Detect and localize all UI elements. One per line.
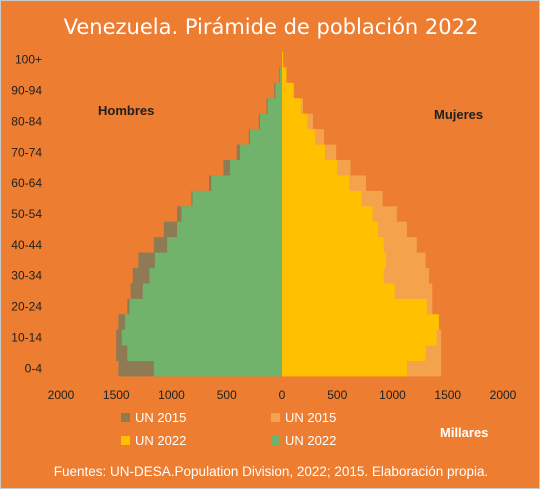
- x-tick-label-8: 2000: [490, 388, 517, 402]
- bar-women-un-2022-5-9: [282, 345, 426, 361]
- men-label: Hombres: [98, 103, 155, 118]
- bar-women-un-2022-70-74: [282, 144, 326, 161]
- x-tick-label-1: 1500: [103, 388, 130, 402]
- bar-women-un-2022-45-49: [282, 221, 379, 238]
- x-tick-label-3: 500: [217, 388, 237, 402]
- chart-title: Venezuela. Pirámide de población 2022: [63, 15, 479, 39]
- legend-item-men-2022: UN 2022: [271, 432, 336, 448]
- bar-men-un-2022-75-79: [249, 129, 282, 145]
- bar-men-un-2022-5-9: [127, 345, 282, 361]
- y-tick-label-50-54: 50-54: [11, 207, 42, 221]
- bar-women-un-2022-65-69: [282, 160, 338, 176]
- bar-men-un-2022-20-24: [129, 298, 282, 315]
- bar-men-un-2022-15-19: [125, 314, 282, 331]
- women-label: Mujeres: [434, 107, 484, 122]
- bar-men-un-2022-40-44: [167, 237, 282, 253]
- bar-women-un-2022-55-59: [282, 190, 362, 207]
- bar-men-un-2022-85-89: [267, 98, 282, 115]
- bar-men-un-2022-70-74: [240, 144, 282, 161]
- bar-men-un-2022-65-69: [230, 160, 282, 176]
- legend-swatch-men-2015: [121, 412, 130, 422]
- legend-swatch-women-2022: [121, 435, 130, 445]
- unit-label: Millares: [440, 425, 489, 440]
- bar-men-un-2022-80-84: [259, 113, 282, 130]
- x-tick-label-7: 1500: [434, 388, 461, 402]
- source-note: Fuentes: UN-DESA.Population Division, 20…: [53, 464, 489, 479]
- y-tick-label-20-24: 20-24: [11, 300, 42, 314]
- bar-women-un-2022-25-29: [282, 283, 395, 300]
- bar-women-un-2022-75-79: [282, 129, 316, 145]
- bar-women-un-2022-50-54: [282, 206, 373, 223]
- y-tick-label-100+: 100+: [15, 53, 42, 67]
- bar-women-un-2022-30-34: [282, 268, 384, 284]
- bar-women-un-2022-20-24: [282, 298, 427, 315]
- bar-men-un-2022-10-14: [121, 329, 282, 346]
- bar-men-un-2022-50-54: [181, 206, 282, 223]
- y-tick-label-90-94: 90-94: [11, 84, 42, 98]
- legend-swatch-women-2015: [271, 412, 280, 422]
- bar-men-un-2022-55-59: [192, 190, 282, 207]
- bar-women-un-2022-60-64: [282, 175, 350, 192]
- bar-men-un-2022-95-99: [279, 67, 282, 84]
- y-tick-label-70-74: 70-74: [11, 145, 42, 159]
- bar-women-un-2022-35-39: [282, 252, 386, 269]
- bar-women-un-2022-80-84: [282, 113, 308, 130]
- legend-label-men-2022: UN 2022: [285, 432, 337, 448]
- legend-label-women-2015: UN 2015: [285, 409, 337, 425]
- bar-men-un-2022-45-49: [177, 221, 282, 238]
- legend-item-men-2015: UN 2015: [121, 409, 186, 425]
- y-tick-label-40-44: 40-44: [11, 238, 42, 252]
- bar-women-un-2022-85-89: [282, 98, 301, 115]
- legend-label-women-2022: UN 2022: [135, 432, 187, 448]
- x-tick-label-4: 0: [279, 388, 286, 402]
- bar-women-un-2022-15-19: [282, 314, 439, 331]
- legend-swatch-men-2022: [271, 435, 280, 445]
- y-tick-label-0-4: 0-4: [25, 361, 43, 375]
- bar-men-un-2022-35-39: [154, 252, 283, 269]
- y-tick-label-30-34: 30-34: [11, 269, 42, 283]
- x-tick-label-2: 1000: [158, 388, 185, 402]
- bar-men-un-2022-25-29: [142, 283, 282, 300]
- legend-item-women-2022: UN 2022: [121, 432, 186, 448]
- bar-women-un-2022-100+: [282, 52, 284, 68]
- x-tick-label-5: 500: [327, 388, 347, 402]
- bar-men-un-2022-30-34: [149, 268, 282, 284]
- y-tick-label-80-84: 80-84: [11, 114, 42, 128]
- bar-men-un-2022-0-4: [153, 360, 282, 377]
- bar-men-un-2022-90-94: [275, 82, 282, 99]
- y-tick-label-10-14: 10-14: [11, 330, 42, 344]
- bar-women-un-2022-40-44: [282, 237, 384, 253]
- bar-women-un-2022-90-94: [282, 82, 294, 99]
- bar-women-un-2022-10-14: [282, 329, 437, 346]
- legend-item-women-2015: UN 2015: [271, 409, 336, 425]
- x-tick-label-0: 2000: [48, 388, 75, 402]
- y-tick-label-60-64: 60-64: [11, 176, 42, 190]
- bar-women-un-2022-95-99: [282, 67, 287, 84]
- legend-label-men-2015: UN 2015: [135, 409, 187, 425]
- x-tick-label-6: 1000: [379, 388, 406, 402]
- bar-women-un-2022-0-4: [282, 360, 407, 377]
- bar-men-un-2022-60-64: [211, 175, 282, 192]
